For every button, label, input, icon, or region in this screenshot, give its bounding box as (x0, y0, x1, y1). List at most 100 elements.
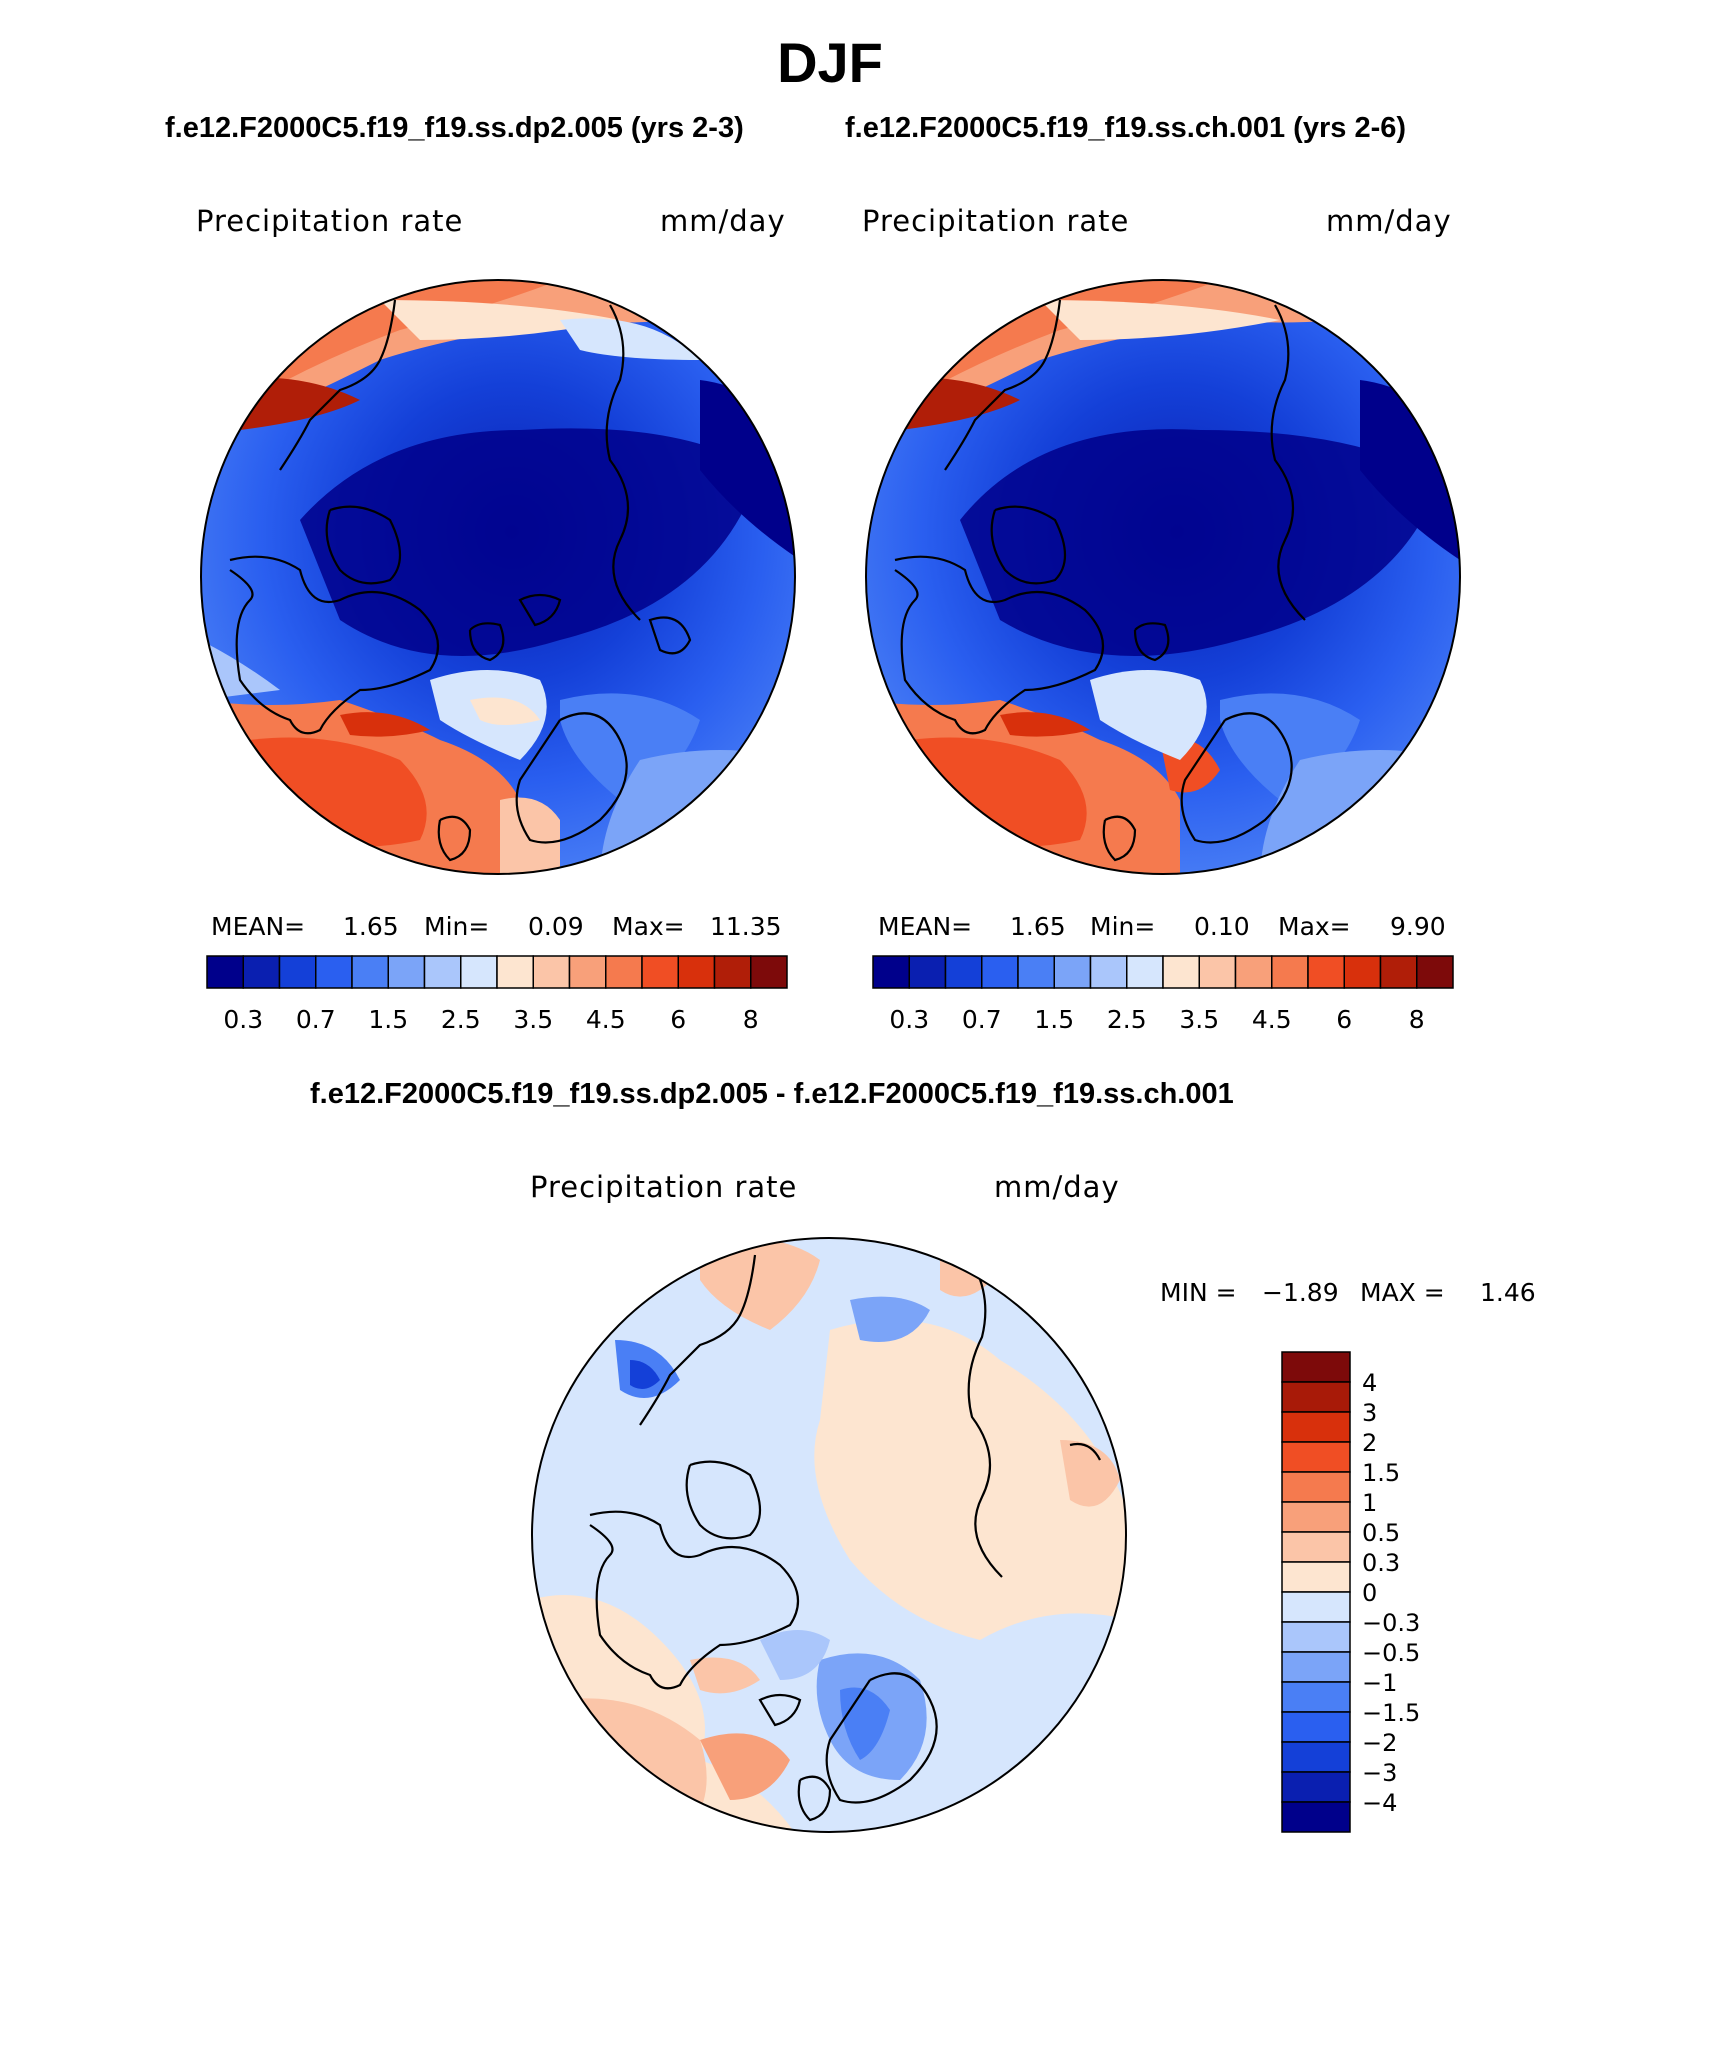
colorbar-box (315, 955, 353, 989)
panel-a-mean-value: 1.65 (343, 912, 399, 941)
panel-a-min-label: Min= (424, 912, 490, 941)
colorbar-box (496, 955, 534, 989)
map-boundary-a (200, 279, 796, 875)
colorbar-box (1281, 1651, 1351, 1683)
colorbar-tick-label: −0.3 (1362, 1609, 1420, 1637)
colorbar-box (1053, 955, 1092, 989)
colorbar-tick-label: 1.5 (1362, 1459, 1400, 1487)
map-panel-b (866, 280, 1460, 874)
colorbar-tick-label: 8 (1409, 1005, 1425, 1034)
panel-a-max-value: 11.35 (710, 912, 782, 941)
colorbar-b: 0.3 0.7 1.5 2.5 3.5 4.5 6 8 (872, 955, 1454, 1034)
colorbar-tick-label: 4.5 (1252, 1005, 1292, 1034)
panel-b-max-value: 9.90 (1390, 912, 1446, 941)
figure-title: DJF (777, 31, 883, 94)
colorbar-box (981, 955, 1019, 989)
colorbar-box (750, 955, 788, 989)
colorbar-tick-label: −3 (1362, 1759, 1397, 1787)
colorbar-box (1307, 955, 1345, 989)
colorbar-box (460, 955, 498, 989)
colorbar-box (278, 955, 317, 989)
colorbar-box (605, 955, 643, 989)
panel-b-min-value: 0.10 (1194, 912, 1250, 941)
colorbar-tick-label: 1.5 (368, 1005, 408, 1034)
panel-b-variable: Precipitation rate (862, 204, 1130, 238)
panel-b-mean-label: MEAN= (878, 912, 973, 941)
colorbar-box (1089, 955, 1128, 989)
colorbar-box (1281, 1621, 1351, 1653)
colorbar-box (1017, 955, 1055, 989)
colorbar-box (1281, 1501, 1351, 1533)
colorbar-tick-label: 6 (670, 1005, 686, 1034)
diff-min-label: MIN = (1160, 1278, 1237, 1307)
diff-variable: Precipitation rate (530, 1170, 798, 1204)
diff-max-label: MAX = (1360, 1278, 1445, 1307)
colorbar-box (1281, 1381, 1351, 1413)
panel-b-max-label: Max= (1278, 912, 1351, 941)
colorbar-box (1234, 955, 1273, 989)
colorbar-box (908, 955, 947, 989)
colorbar-box (1281, 1681, 1351, 1713)
colorbar-box (1281, 1771, 1351, 1803)
map-boundary-diff (531, 1237, 1127, 1833)
colorbar-tick-label: 3.5 (1179, 1005, 1219, 1034)
diff-max-value: 1.46 (1480, 1278, 1536, 1307)
colorbar-box (677, 955, 716, 989)
colorbar-tick-label: 0.3 (223, 1005, 263, 1034)
colorbar-tick-label: 8 (743, 1005, 759, 1034)
colorbar-tick-label: 3.5 (513, 1005, 553, 1034)
colorbar-tick-label: 4 (1362, 1369, 1377, 1397)
colorbar-tick-label: 2 (1362, 1429, 1377, 1457)
colorbar-tick-label: 0.5 (1362, 1519, 1400, 1547)
colorbar-tick-label: 6 (1336, 1005, 1352, 1034)
diff-min-value: −1.89 (1262, 1278, 1339, 1307)
panel-b-units: mm/day (1326, 204, 1452, 238)
colorbar-tick-label: 2.5 (1107, 1005, 1147, 1034)
colorbar-box (1281, 1591, 1351, 1623)
panel-b-mean-value: 1.65 (1010, 912, 1066, 941)
colorbar-box (1281, 1561, 1351, 1593)
colorbar-tick-label: −1.5 (1362, 1699, 1420, 1727)
colorbar-box (242, 955, 281, 989)
colorbar-box (1281, 1471, 1351, 1503)
colorbar-box (1271, 955, 1309, 989)
colorbar-box (872, 955, 910, 989)
colorbar-box (1281, 1351, 1351, 1383)
colorbar-a: 0.3 0.7 1.5 2.5 3.5 4.5 6 8 (206, 955, 788, 1034)
colorbar-box (1198, 955, 1237, 989)
colorbar-tick-label: 0.7 (296, 1005, 336, 1034)
colorbar-tick-label: 0.7 (962, 1005, 1002, 1034)
colorbar-tick-label: −0.5 (1362, 1639, 1420, 1667)
colorbar-box (351, 955, 389, 989)
colorbar-box (1281, 1741, 1351, 1773)
panel-a-variable: Precipitation rate (196, 204, 464, 238)
panel-a-min-value: 0.09 (528, 912, 584, 941)
panel-b-min-label: Min= (1090, 912, 1156, 941)
colorbar-tick-label: 1 (1362, 1489, 1377, 1517)
colorbar-box (1379, 955, 1418, 989)
colorbar-box (387, 955, 426, 989)
colorbar-tick-label: 3 (1362, 1399, 1377, 1427)
map-boundary-b (865, 279, 1461, 875)
colorbar-tick-label: 2.5 (441, 1005, 481, 1034)
colorbar-tick-label: 0.3 (889, 1005, 929, 1034)
colorbar-box (532, 955, 571, 989)
colorbar-box (1281, 1801, 1351, 1833)
panel-a-max-label: Max= (612, 912, 685, 941)
colorbar-box (1126, 955, 1164, 989)
colorbar-box (206, 955, 244, 989)
colorbar-box (1162, 955, 1200, 989)
map-panel-a (201, 280, 795, 874)
colorbar-tick-label: 4.5 (586, 1005, 626, 1034)
colorbar-tick-label: 0 (1362, 1579, 1377, 1607)
colorbar-tick-label: 1.5 (1034, 1005, 1074, 1034)
colorbar-tick-label: 0.3 (1362, 1549, 1400, 1577)
colorbar-tick-label: −2 (1362, 1729, 1397, 1757)
colorbar-tick-label: −1 (1362, 1669, 1397, 1697)
diff-units: mm/day (994, 1170, 1120, 1204)
colorbar-box (1281, 1531, 1351, 1563)
panel-a-units: mm/day (660, 204, 786, 238)
colorbar-box (713, 955, 752, 989)
colorbar-box (944, 955, 983, 989)
